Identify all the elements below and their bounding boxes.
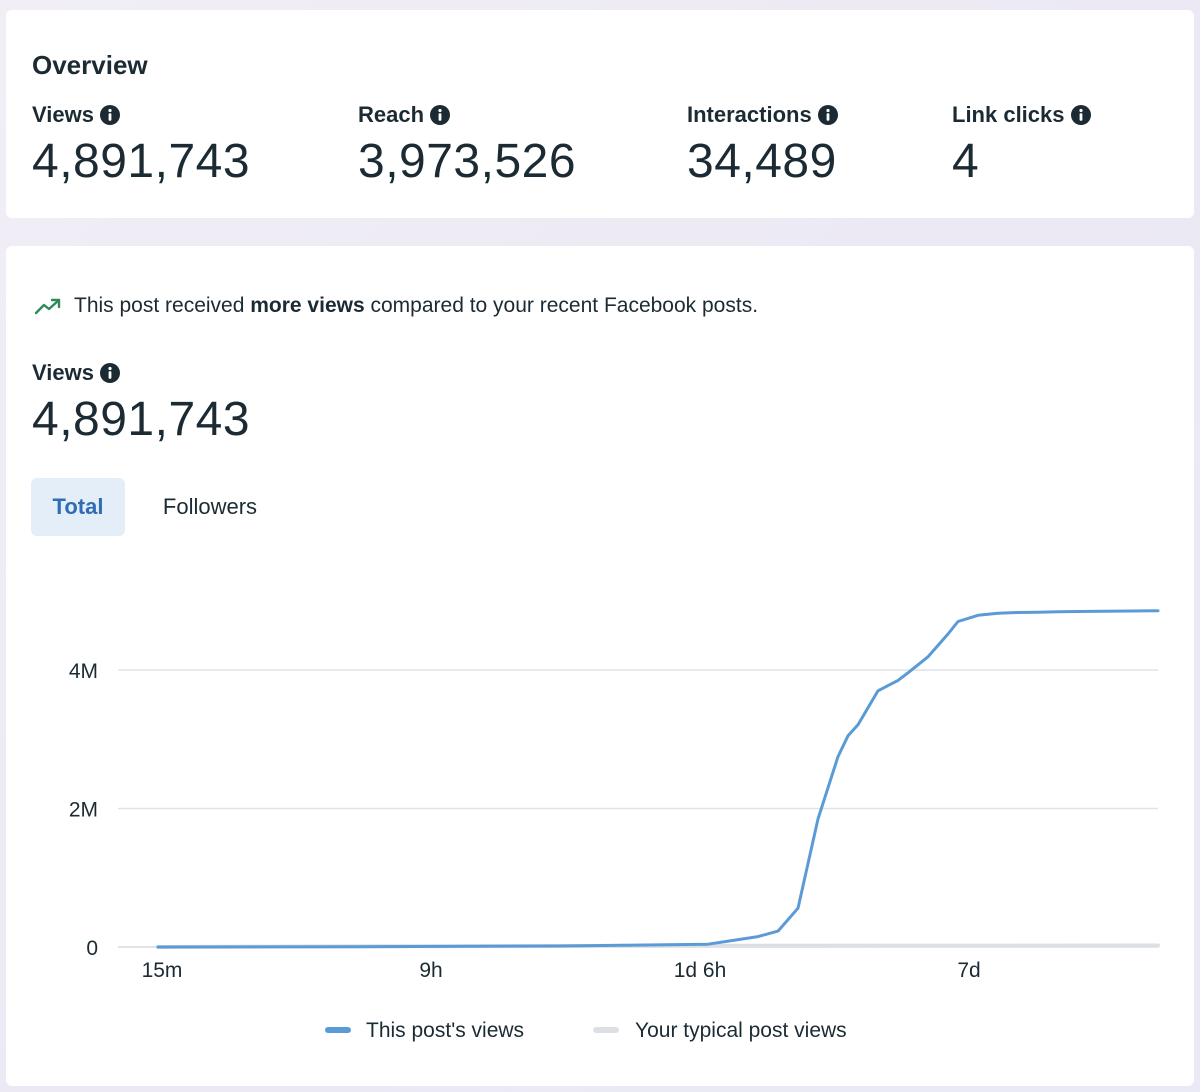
views-card: This post received more views compared t… xyxy=(6,246,1194,1086)
tab-total[interactable]: Total xyxy=(31,478,125,536)
trend-text: This post received more views compared t… xyxy=(74,294,759,317)
metric-label: Reach xyxy=(358,102,425,127)
metric-link-clicks: Link clicks 4 xyxy=(952,100,1091,189)
info-icon[interactable] xyxy=(99,105,120,125)
metric-value: 4,891,743 xyxy=(32,135,251,188)
y-tick-label: 0 xyxy=(86,937,98,960)
info-icon[interactable] xyxy=(817,105,838,125)
series-line-this-post xyxy=(156,609,1160,949)
legend-label: This post's views xyxy=(366,1019,524,1042)
y-tick-label: 4M xyxy=(69,660,98,683)
x-tick-label: 1d 6h xyxy=(674,959,727,982)
x-tick-label: 15m xyxy=(142,959,183,982)
info-icon[interactable] xyxy=(99,363,120,383)
metric-interactions: Interactions 34,489 xyxy=(687,100,838,189)
metric-label: Interactions xyxy=(687,102,812,127)
metric-value: 34,489 xyxy=(687,135,837,188)
tab-followers[interactable]: Followers xyxy=(162,494,258,519)
metric-value: 4 xyxy=(952,135,980,188)
x-tick-label: 9h xyxy=(419,959,442,982)
info-icon[interactable] xyxy=(1070,105,1091,125)
metric-views: Views 4,891,743 xyxy=(32,100,250,189)
info-icon[interactable] xyxy=(430,105,451,125)
trend-notice: This post received more views compared t… xyxy=(34,294,758,318)
overview-title: Overview xyxy=(32,50,148,80)
y-tick-label: 2M xyxy=(69,799,98,822)
metric-label: Views xyxy=(32,102,94,127)
views-label: Views xyxy=(32,360,94,385)
metric-reach: Reach 3,973,526 xyxy=(358,100,576,189)
metric-label: Link clicks xyxy=(952,102,1065,127)
overview-card: Overview Views 4,891,743 Reach 3,973,526… xyxy=(6,10,1194,218)
trending-up-icon xyxy=(34,298,61,315)
views-value: 4,891,743 xyxy=(32,393,251,446)
views-chart: 0 2M 4M 15m 9h 1d 6h 7d This post's views Your t… xyxy=(69,609,1160,1042)
x-tick-label: 7d xyxy=(957,959,980,982)
legend-label: Your typical post views xyxy=(635,1019,847,1042)
views-summary: Views 4,891,743 xyxy=(32,358,250,447)
metric-value: 3,973,526 xyxy=(358,135,577,188)
